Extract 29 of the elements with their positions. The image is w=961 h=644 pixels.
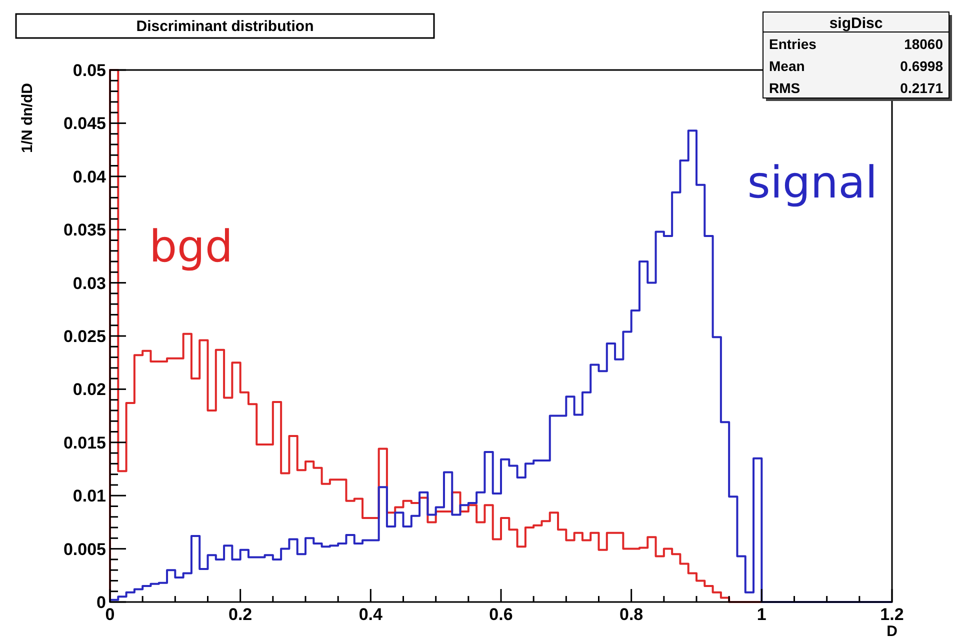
- series-label: signal: [747, 158, 878, 209]
- x-tick-label: 0.6: [489, 605, 513, 624]
- y-tick-label: 0.05: [72, 61, 106, 80]
- y-axis-title: 1/N dn/dD: [19, 82, 36, 153]
- y-tick-label: 0: [96, 593, 106, 612]
- x-tick-label: 1.2: [880, 605, 904, 624]
- annotation: RMS: [769, 80, 800, 96]
- y-tick-label: 0.045: [63, 114, 106, 134]
- y-tick-label: 0.02: [72, 380, 106, 400]
- text: Entries: [769, 36, 817, 52]
- text: 18060: [904, 36, 944, 52]
- x-tick-label: 0.8: [620, 605, 644, 624]
- y-tick-label: 0.005: [63, 540, 106, 559]
- x-tick-label: 0.2: [228, 605, 252, 624]
- y-tick-label: 0.025: [63, 327, 106, 346]
- x-tick-label: 0.4: [358, 605, 384, 624]
- y-tick-label: 0.035: [63, 220, 106, 240]
- y-tick-label: 0.01: [72, 486, 106, 506]
- chart-title: Discriminant distribution: [136, 18, 314, 35]
- text: sigDisc: [829, 15, 883, 32]
- x-tick-label: 1: [756, 605, 766, 624]
- text: 0.2171: [900, 80, 944, 96]
- y-tick-label: 0.04: [72, 167, 107, 186]
- annotation: Mean: [769, 58, 805, 74]
- y-tick-label: 0.015: [63, 433, 106, 452]
- text: 0.6998: [900, 58, 944, 74]
- x-axis-title: D: [886, 623, 898, 640]
- y-tick-label: 0.03: [72, 274, 106, 293]
- series-label: bgd: [149, 222, 233, 273]
